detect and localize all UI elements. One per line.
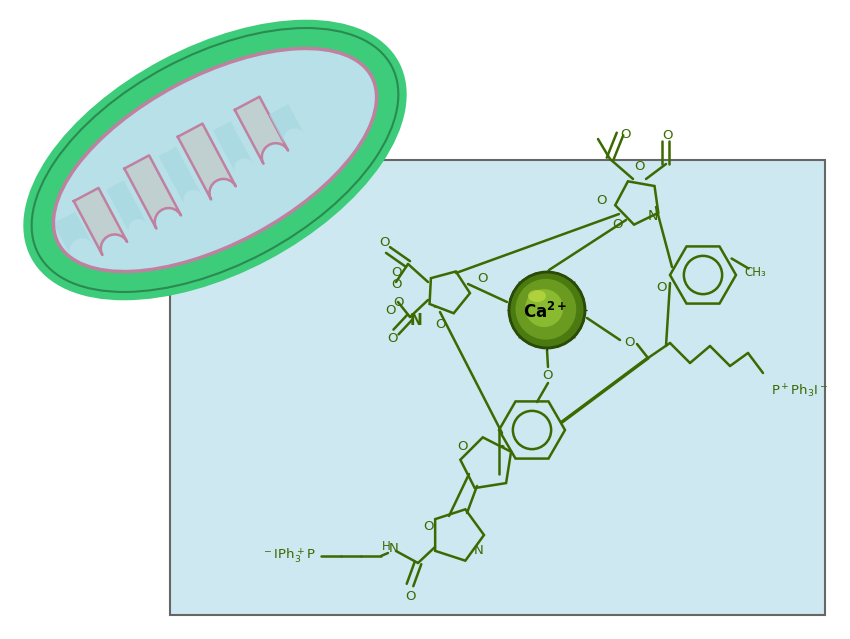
- Circle shape: [515, 279, 576, 340]
- Ellipse shape: [31, 28, 399, 292]
- Ellipse shape: [528, 290, 546, 302]
- Polygon shape: [212, 121, 253, 173]
- Polygon shape: [124, 155, 181, 229]
- Text: $^-$IPh$_3^+$P: $^-$IPh$_3^+$P: [263, 546, 316, 566]
- Polygon shape: [74, 188, 127, 255]
- Text: O: O: [434, 318, 445, 330]
- Polygon shape: [269, 104, 304, 144]
- Text: O: O: [391, 265, 401, 279]
- Text: N: N: [648, 209, 658, 223]
- Text: N: N: [410, 312, 422, 328]
- Polygon shape: [159, 147, 202, 204]
- Polygon shape: [106, 180, 147, 234]
- Text: O: O: [379, 236, 389, 249]
- Text: $\mathbf{Ca}^{\mathbf{2+}}$: $\mathbf{Ca}^{\mathbf{2+}}$: [523, 302, 567, 322]
- Polygon shape: [178, 123, 235, 199]
- Polygon shape: [235, 96, 288, 164]
- Text: O: O: [657, 281, 667, 293]
- Text: O: O: [625, 335, 635, 348]
- Text: O: O: [620, 128, 632, 141]
- Circle shape: [509, 272, 585, 348]
- Text: O: O: [477, 272, 487, 284]
- Circle shape: [525, 289, 564, 327]
- Text: O: O: [393, 295, 403, 309]
- Text: CH₃: CH₃: [745, 266, 767, 279]
- Bar: [170, 160, 825, 615]
- Text: O: O: [387, 332, 397, 344]
- Text: O: O: [391, 277, 401, 291]
- Text: H: H: [382, 541, 390, 553]
- Text: O: O: [635, 160, 645, 173]
- Text: ⁻: ⁻: [432, 304, 439, 317]
- Text: O: O: [405, 590, 416, 603]
- Polygon shape: [54, 212, 93, 256]
- Text: O: O: [543, 369, 553, 381]
- Text: O: O: [597, 194, 607, 206]
- Text: N: N: [389, 543, 399, 555]
- Text: P$^+$Ph$_3$I$^-$: P$^+$Ph$_3$I$^-$: [771, 383, 828, 401]
- Text: N: N: [474, 544, 484, 557]
- Text: O: O: [385, 304, 395, 316]
- Text: O: O: [424, 521, 434, 534]
- Text: O: O: [613, 217, 623, 231]
- Text: O: O: [663, 128, 673, 141]
- Ellipse shape: [54, 49, 377, 272]
- Text: O: O: [456, 440, 468, 452]
